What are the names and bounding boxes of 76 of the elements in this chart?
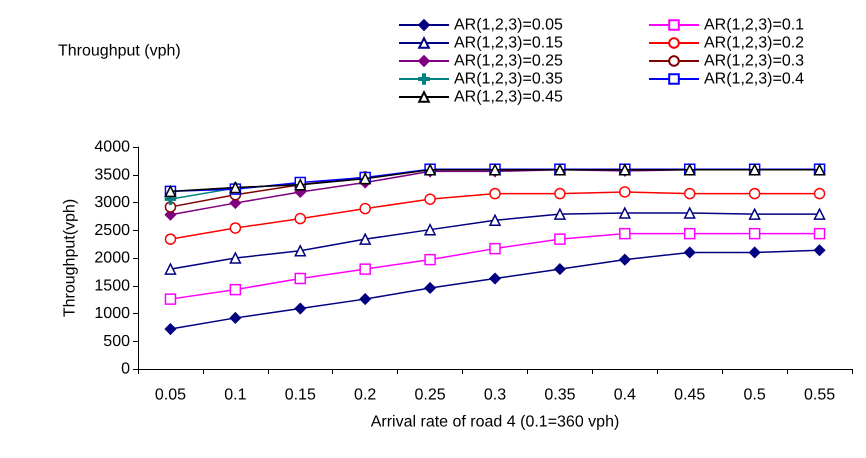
point [359,263,371,275]
chart-title: Throughput (vph) [58,42,181,60]
point [424,254,436,266]
y-tick-label: 1500 [94,277,130,294]
y-tick-label: 500 [103,332,130,350]
legend-label: AR(1,2,3)=0.25 [454,52,564,70]
x-tick-label: 0.05 [154,386,186,404]
y-tick-label: 4000 [94,138,130,156]
point [619,228,631,240]
legend-label: AR(1,2,3)=0.1 [704,16,804,34]
x-tick-label: 0.45 [674,386,706,404]
point [294,302,306,314]
x-tick-label: 0.2 [354,386,376,404]
point [748,228,760,240]
point [489,188,501,200]
point [748,188,760,200]
point [554,263,566,275]
y-tick-label: 3000 [94,194,130,211]
y-tick-label: 1000 [94,305,130,322]
point [230,252,242,264]
legend-label: AR(1,2,3)=0.3 [704,52,804,70]
point [424,224,436,236]
point [164,293,176,305]
x-tick-label: 0.4 [614,386,636,404]
x-tick-label: 0.15 [284,386,316,404]
point [684,228,696,240]
point [619,207,631,219]
legend-label: AR(1,2,3)=0.45 [454,88,564,106]
point [164,233,176,245]
x-tick-label: 0.5 [744,386,766,404]
x-tick-label: 0.35 [544,386,576,404]
point [684,246,696,258]
x-tick-label: 0.3 [484,386,506,404]
point [230,222,242,234]
point [359,233,371,245]
point [164,263,176,275]
point [814,208,826,220]
point [359,202,371,214]
y-axis-title: Throughput(vph) [62,198,78,318]
y-tick-label: 3500 [94,166,130,184]
point [684,188,696,200]
point [230,284,242,296]
x-tick-label: 0.25 [414,386,446,404]
y-tick-label: 0 [121,360,130,378]
legend-label: AR(1,2,3)=0.35 [454,70,564,88]
point [294,272,306,284]
legend-label: AR(1,2,3)=0.2 [704,34,804,52]
point [814,244,826,256]
point [554,233,566,245]
point [489,242,501,254]
point [684,207,696,219]
point [619,186,631,198]
point [424,193,436,205]
y-tick-label: 2500 [94,222,130,239]
legend-label: AR(1,2,3)=0.4 [704,70,804,88]
x-tick-label: 0.55 [804,386,836,404]
point [748,208,760,220]
point [359,293,371,305]
point [814,188,826,200]
point [554,188,566,200]
legend-label: AR(1,2,3)=0.15 [454,34,564,52]
point [814,228,826,240]
point [294,212,306,224]
point [554,208,566,220]
point [619,254,631,266]
point [489,272,501,284]
x-tick-label: 0.1 [224,386,247,404]
y-tick-label: 2000 [94,250,130,266]
point [424,282,436,294]
x-axis-title: Arrival rate of road 4 (0.1=360 vph) [370,414,620,430]
point [748,246,760,258]
point [230,312,242,324]
point [489,214,501,226]
point [294,245,306,257]
legend-label: AR(1,2,3)=0.05 [454,16,564,34]
point [164,323,176,335]
